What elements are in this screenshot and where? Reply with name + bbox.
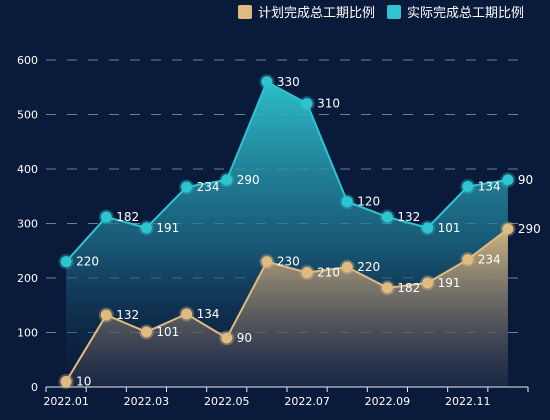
data-label: 182 bbox=[116, 210, 139, 224]
legend-label-0: 计划完成总工期比例 bbox=[258, 6, 375, 21]
legend-swatch-0 bbox=[238, 5, 252, 19]
data-point bbox=[500, 221, 516, 237]
data-point bbox=[299, 265, 315, 281]
data-point bbox=[179, 179, 195, 195]
data-point bbox=[58, 374, 74, 390]
data-label: 290 bbox=[237, 173, 260, 187]
data-label: 210 bbox=[317, 266, 340, 280]
series-areas bbox=[66, 81, 508, 388]
data-label: 132 bbox=[116, 308, 139, 322]
data-label: 234 bbox=[197, 180, 220, 194]
x-tick-label: 2022.07 bbox=[284, 395, 330, 408]
y-tick-label: 200 bbox=[17, 272, 38, 285]
x-tick-label: 2022.09 bbox=[365, 395, 411, 408]
data-label: 101 bbox=[156, 325, 179, 339]
data-point bbox=[259, 74, 275, 90]
data-point bbox=[420, 275, 436, 291]
data-point bbox=[259, 254, 275, 270]
data-point bbox=[58, 254, 74, 270]
data-label: 310 bbox=[317, 97, 340, 111]
data-labels: 10 132 101 134 90 230 210 220 182 191 234 290 220 182… bbox=[76, 75, 541, 389]
legend-label-1: 实际完成总工期比例 bbox=[407, 6, 524, 21]
data-point bbox=[299, 96, 315, 112]
y-tick-label: 600 bbox=[17, 54, 38, 67]
data-label: 234 bbox=[478, 252, 501, 266]
y-tick-label: 400 bbox=[17, 163, 38, 176]
legend: 计划完成总工期比例 实际完成总工期比例 bbox=[238, 5, 524, 21]
data-point bbox=[98, 209, 114, 225]
legend-swatch-1 bbox=[387, 5, 402, 19]
data-point bbox=[379, 209, 395, 225]
data-point bbox=[98, 307, 114, 323]
data-label: 182 bbox=[397, 281, 420, 295]
data-point bbox=[339, 259, 355, 275]
data-label: 90 bbox=[518, 173, 533, 187]
data-label: 90 bbox=[237, 331, 252, 345]
y-tick-label: 300 bbox=[17, 218, 38, 231]
data-point bbox=[339, 194, 355, 210]
x-tick-label: 2022.03 bbox=[124, 395, 170, 408]
y-tick-label: 0 bbox=[31, 381, 38, 394]
data-label: 132 bbox=[397, 210, 420, 224]
data-label: 220 bbox=[76, 255, 99, 269]
data-point bbox=[379, 280, 395, 296]
x-tick-label: 2022.01 bbox=[43, 395, 89, 408]
data-point bbox=[219, 172, 235, 188]
data-label: 101 bbox=[438, 221, 461, 235]
series-line-1 bbox=[65, 80, 509, 263]
axes: 0 100 200 300 400 500 600 2022.01 2022.03 2022.05… bbox=[17, 54, 529, 408]
data-point bbox=[219, 330, 235, 346]
data-label: 191 bbox=[438, 276, 461, 290]
series-area-0 bbox=[66, 228, 508, 387]
data-label: 134 bbox=[197, 307, 220, 321]
data-point bbox=[138, 220, 154, 236]
data-label: 10 bbox=[76, 375, 91, 389]
data-label: 120 bbox=[357, 195, 380, 209]
data-point bbox=[420, 220, 436, 236]
data-point bbox=[500, 172, 516, 188]
data-label: 230 bbox=[277, 255, 300, 269]
data-label: 290 bbox=[518, 222, 541, 236]
data-point bbox=[138, 324, 154, 340]
y-tick-label: 500 bbox=[17, 109, 38, 122]
data-point bbox=[179, 306, 195, 322]
series-line-0 bbox=[65, 228, 509, 383]
data-point bbox=[460, 251, 476, 267]
data-label: 191 bbox=[156, 221, 179, 235]
series-lines bbox=[65, 80, 509, 383]
y-tick-label: 100 bbox=[17, 327, 38, 340]
x-tick-label: 2022.11 bbox=[445, 395, 491, 408]
data-label: 134 bbox=[478, 179, 501, 193]
series-points bbox=[58, 74, 516, 390]
data-label: 330 bbox=[277, 75, 300, 89]
x-tick-label: 2022.05 bbox=[204, 395, 250, 408]
data-label: 220 bbox=[357, 260, 380, 274]
data-point bbox=[460, 178, 476, 194]
